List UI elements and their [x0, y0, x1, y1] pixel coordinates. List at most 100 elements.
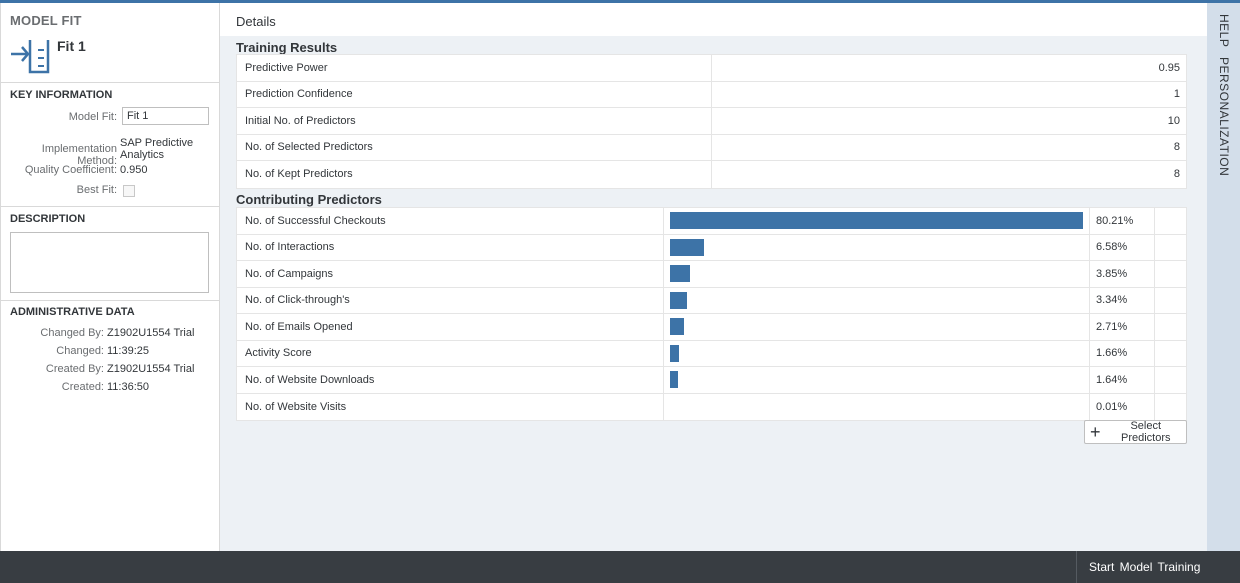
- training-row: Prediction Confidence 1: [237, 81, 1186, 108]
- start-model-training-button[interactable]: Start Model Training: [1089, 560, 1201, 574]
- training-row: No. of Kept Predictors 8: [237, 161, 1186, 188]
- contribution-bar: [670, 371, 679, 389]
- contribution-bar: [670, 265, 690, 283]
- training-metric-value: 8: [711, 161, 1186, 188]
- predictor-percentage: 6.58%: [1089, 234, 1154, 260]
- predictor-name: No. of Website Downloads: [245, 373, 375, 386]
- select-predictors-button[interactable]: + Select Predictors: [1084, 420, 1187, 444]
- contribution-bar: [670, 318, 684, 336]
- training-metric-name: No. of Kept Predictors: [245, 168, 353, 181]
- model-fit-row: Model Fit:: [1, 111, 120, 123]
- training-metric-name: No. of Selected Predictors: [245, 141, 373, 154]
- impl-value-line1: SAP Predictive: [120, 137, 194, 149]
- created-label: Created:: [61, 381, 104, 393]
- predictor-name: No. of Click-through's: [245, 294, 350, 307]
- implementation-method-value: SAP Predictive Analytics: [120, 137, 212, 167]
- changed-by-row: Changed By: Z1902U1554 Trial: [1, 327, 217, 339]
- implementation-method-label: Implementation Method:: [41, 143, 117, 167]
- predictor-row: No. of Campaigns 3.85%: [237, 261, 1186, 288]
- training-metric-name: Initial No. of Predictors: [245, 114, 356, 127]
- training-metric-value: 1: [711, 81, 1186, 107]
- help-tab[interactable]: HELP: [1217, 14, 1231, 48]
- predictor-extra-cell: [1154, 261, 1186, 287]
- model-fit-label: Model Fit:: [68, 111, 117, 123]
- footer-separator: [1076, 551, 1077, 583]
- changed-value: 11:39:25: [107, 345, 150, 357]
- predictor-percentage: 1.64%: [1089, 367, 1154, 393]
- predictor-bar-cell: [663, 314, 1089, 340]
- predictor-row: No. of Interactions 6.58%: [237, 234, 1186, 261]
- best-fit-label: Best Fit:: [76, 184, 117, 196]
- training-metric-value: 8: [711, 134, 1186, 160]
- created-by-row: Created By: Z1902U1554 Trial: [1, 363, 217, 375]
- divider: [1, 82, 220, 83]
- training-results-table: Predictive Power 0.95 Prediction Confidenc…: [236, 54, 1187, 189]
- description-textarea[interactable]: [10, 232, 209, 293]
- contribution-bar: [670, 291, 688, 309]
- predictor-row: No. of Website Downloads 1.64%: [237, 367, 1186, 394]
- panel-title: MODEL FIT: [10, 13, 82, 28]
- impl-value-line2: Analytics: [120, 149, 165, 161]
- predictor-percentage: 3.34%: [1089, 287, 1154, 313]
- predictor-extra-cell: [1154, 314, 1186, 340]
- predictor-percentage: 0.01%: [1089, 393, 1154, 420]
- training-row: Predictive Power 0.95: [237, 55, 1186, 82]
- details-panel: Details Training Results Predictive Powe…: [220, 3, 1207, 551]
- predictor-row: No. of Successful Checkouts 80.21%: [237, 208, 1186, 235]
- training-results-title: Training Results: [236, 40, 338, 55]
- predictor-bar-cell: [663, 208, 1089, 234]
- best-fit-checkbox[interactable]: [123, 185, 135, 197]
- training-metric-value: 10: [711, 108, 1186, 134]
- predictor-percentage: 2.71%: [1089, 314, 1154, 340]
- training-metric-value: 0.95: [711, 55, 1186, 81]
- quality-coefficient-value: 0.950: [120, 164, 148, 176]
- predictor-name: No. of Emails Opened: [245, 320, 353, 333]
- personalization-tab[interactable]: PERSONALIZATION: [1217, 57, 1231, 177]
- model-fit-input[interactable]: [122, 107, 209, 125]
- top-accent-line: [0, 0, 1240, 3]
- predictor-extra-cell: [1154, 340, 1186, 366]
- model-fit-icon: [11, 40, 50, 74]
- predictor-row: No. of Emails Opened 2.71%: [237, 314, 1186, 341]
- predictor-bar-cell: [663, 234, 1089, 260]
- fit-name: Fit 1: [57, 38, 86, 54]
- contribution-bar: [670, 238, 704, 256]
- changed-by-label: Changed By:: [40, 327, 104, 339]
- changed-label: Changed:: [56, 345, 104, 357]
- implementation-method-row: Implementation Method: SAP Predictive An…: [1, 137, 212, 167]
- contribution-bar: [670, 212, 1083, 230]
- training-metric-name: Prediction Confidence: [245, 88, 353, 101]
- predictor-extra-cell: [1154, 287, 1186, 313]
- footer-toolbar: Start Model Training: [0, 551, 1240, 583]
- training-row: Initial No. of Predictors 10: [237, 108, 1186, 135]
- contributing-predictors-title: Contributing Predictors: [236, 192, 382, 207]
- divider: [1, 206, 220, 207]
- quality-coefficient-row: Quality Coefficient: 0.950: [1, 164, 212, 176]
- predictor-bar-cell: [663, 393, 1089, 420]
- predictor-percentage: 3.85%: [1089, 261, 1154, 287]
- quality-coefficient-label: Quality Coefficient:: [24, 164, 117, 176]
- side-tabs: HELP PERSONALIZATION: [1207, 3, 1240, 551]
- administrative-data-heading: ADMINISTRATIVE DATA: [10, 306, 135, 318]
- predictor-bar-cell: [663, 261, 1089, 287]
- predictor-bar-cell: [663, 340, 1089, 366]
- description-heading: DESCRIPTION: [10, 213, 86, 225]
- predictor-row: No. of Click-through's 3.34%: [237, 287, 1186, 314]
- created-value: 11:36:50: [107, 381, 150, 393]
- predictor-name: No. of Website Visits: [245, 400, 347, 413]
- select-predictors-label: Select Predictors: [1120, 420, 1171, 444]
- predictor-row: No. of Website Visits 0.01%: [237, 393, 1186, 420]
- details-title: Details: [236, 14, 276, 29]
- plus-icon: +: [1090, 422, 1101, 442]
- predictor-extra-cell: [1154, 393, 1186, 420]
- created-row: Created: 11:36:50: [1, 381, 217, 393]
- changed-by-value: Z1902U1554 Trial: [107, 327, 195, 339]
- predictor-name: Activity Score: [245, 347, 312, 360]
- training-row: No. of Selected Predictors 8: [237, 134, 1186, 161]
- predictor-extra-cell: [1154, 367, 1186, 393]
- changed-row: Changed: 11:39:25: [1, 345, 217, 357]
- created-by-value: Z1902U1554 Trial: [107, 363, 195, 375]
- predictor-bar-cell: [663, 367, 1089, 393]
- predictor-bar-cell: [663, 287, 1089, 313]
- predictor-extra-cell: [1154, 208, 1186, 234]
